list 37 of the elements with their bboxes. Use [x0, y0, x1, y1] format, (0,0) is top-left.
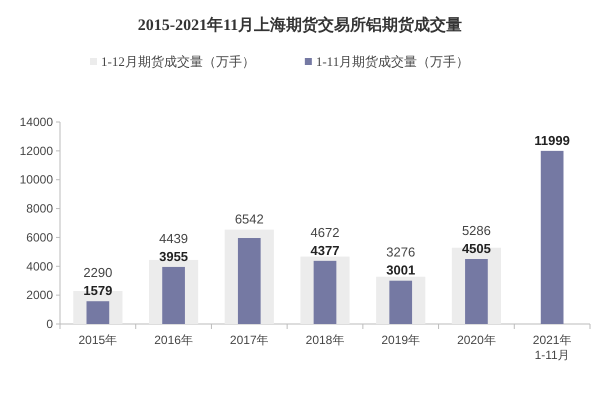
bar	[238, 238, 261, 324]
data-label: 6542	[234, 212, 264, 227]
data-label: 4439	[159, 230, 188, 246]
legend-label: 1-12月期货成交量（万手）	[101, 54, 255, 69]
x-tick-label: 2021年 1-11月	[532, 333, 572, 362]
x-tick-label: 2020年	[457, 333, 496, 347]
bar	[540, 150, 564, 324]
y-tick-label: 8000	[26, 202, 54, 216]
data-label: 3955	[159, 248, 188, 264]
chart-title: 2015-2021年11月上海期货交易所铝期货成交量	[138, 15, 462, 34]
bar	[86, 301, 110, 324]
y-tick-label: 10000	[20, 172, 54, 187]
y-tick-label: 0	[46, 317, 54, 331]
y-tick-label: 2000	[26, 288, 54, 302]
data-label: 4672	[310, 224, 340, 240]
legend-label: 1-11月期货成交量（万手）	[316, 54, 470, 69]
x-tick-label: 2016年	[154, 333, 193, 347]
data-label: 5286	[462, 223, 491, 238]
bar	[465, 259, 488, 324]
x-tick-label: 2017年	[230, 333, 269, 347]
data-label: 4377	[310, 242, 340, 258]
data-label: 4505	[462, 241, 491, 256]
data-label: 3276	[386, 244, 416, 260]
bar	[389, 280, 412, 324]
x-tick-label: 2018年	[306, 333, 344, 347]
x-tick-label: 2015年	[78, 333, 118, 347]
data-label: 2290	[83, 265, 112, 280]
y-tick-label: 4000	[26, 259, 54, 274]
y-tick-label: 14000	[20, 115, 54, 129]
data-label: 1579	[83, 283, 112, 298]
data-label: 11999	[534, 132, 570, 148]
data-label: 3001	[386, 262, 416, 278]
y-tick-label: 12000	[20, 144, 54, 158]
bar	[162, 266, 185, 324]
y-tick-label: 6000	[26, 230, 54, 244]
x-tick-label: 2019年	[381, 333, 420, 347]
bar	[314, 260, 336, 324]
